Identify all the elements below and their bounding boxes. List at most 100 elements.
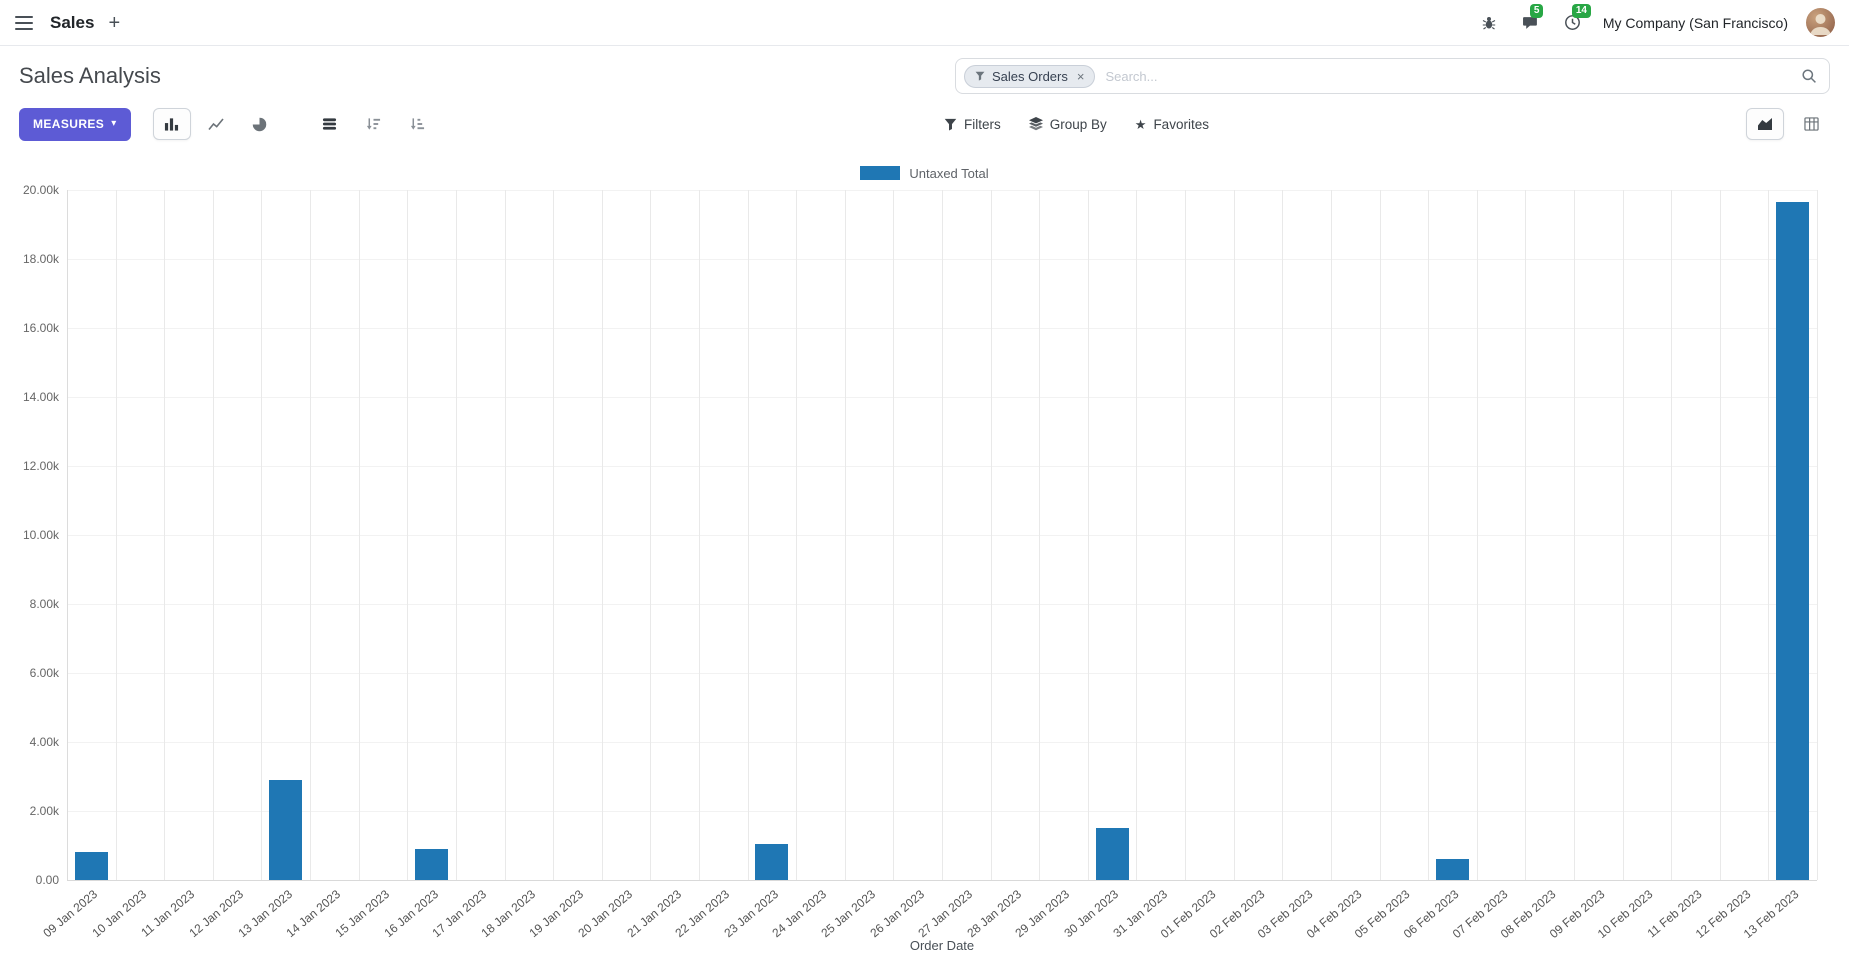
pie-chart-button[interactable] [241, 108, 279, 140]
favorites-label: Favorites [1153, 116, 1209, 132]
layers-icon [1028, 117, 1043, 131]
facet-label: Sales Orders [992, 68, 1068, 84]
bar-30-jan-2023[interactable] [1095, 828, 1129, 880]
y-tick-label: 12.00k [22, 459, 59, 473]
gridline-v [1476, 190, 1478, 880]
gridline-h [67, 880, 1817, 881]
sort-descending-button[interactable] [355, 108, 393, 140]
line-chart-button[interactable] [197, 108, 235, 140]
gridline-v [1185, 190, 1187, 880]
gridline-v [747, 190, 749, 880]
legend-swatch [860, 166, 901, 180]
page-title: Sales Analysis [19, 63, 161, 88]
gridline-v [1233, 190, 1235, 880]
gridline-v [893, 190, 895, 880]
bar-06-feb-2023[interactable] [1435, 858, 1469, 880]
bar-16-jan-2023[interactable] [415, 848, 449, 880]
control-panel: Sales Analysis Sales Orders × MEASURES ▾ [0, 46, 1849, 152]
top-navbar: Sales + 5 14 My Company (San Francisco) [0, 0, 1849, 46]
gridline-v [407, 190, 409, 880]
search-input[interactable] [1105, 68, 1791, 84]
gridline-v [504, 190, 506, 880]
gridline-v [455, 190, 457, 880]
gridline-v [1573, 190, 1575, 880]
gridline-v [1428, 190, 1430, 880]
y-tick-label: 8.00k [29, 597, 59, 611]
plus-icon[interactable]: + [108, 11, 121, 34]
stacked-icon [323, 118, 337, 130]
gridline-v [164, 190, 166, 880]
bar-13-jan-2023[interactable] [269, 779, 303, 880]
bar-09-jan-2023[interactable] [74, 852, 108, 880]
chevron-down-icon: ▾ [111, 118, 117, 129]
chart-body: 0.00 2.00k 4.00k 6.00k 8.00k 10.00k 12.00k 14.0… [19, 183, 1830, 958]
graph-view-button[interactable] [1746, 108, 1784, 140]
sort-ascending-icon [411, 118, 425, 130]
gridline-v [1671, 190, 1673, 880]
facet-remove-icon[interactable]: × [1076, 68, 1085, 84]
y-tick-label: 14.00k [22, 390, 59, 404]
bar-chart-button[interactable] [152, 108, 191, 140]
gridline-v [698, 190, 700, 880]
activities-badge: 14 [1571, 3, 1591, 18]
search-icon[interactable] [1801, 68, 1817, 84]
x-axis: 09 Jan 2023 10 Jan 2023 11 Jan 2023 12 Jan … [41, 882, 1817, 941]
gridline-v [650, 190, 652, 880]
company-switcher[interactable]: My Company (San Francisco) [1602, 14, 1788, 31]
y-tick-label: 4.00k [29, 735, 59, 749]
pivot-view-button[interactable] [1792, 108, 1830, 140]
apps-menu-icon[interactable] [12, 11, 36, 35]
gridline-v [1719, 190, 1721, 880]
y-tick-label: 6.00k [29, 666, 59, 680]
gridline-v [1039, 190, 1041, 880]
y-tick-label: 0.00 [35, 873, 59, 887]
gridline-v [553, 190, 555, 880]
search-facet[interactable]: Sales Orders × [964, 64, 1096, 88]
star-icon: ★ [1134, 116, 1147, 132]
x-axis-title: Order Date [909, 938, 975, 953]
plot-area: 09 Jan 2023 10 Jan 2023 11 Jan 2023 12 Jan … [41, 190, 1818, 958]
gridline-v [1768, 190, 1770, 880]
debug-bug-icon[interactable] [1477, 11, 1501, 35]
filters-button[interactable]: Filters [944, 117, 1001, 132]
avatar[interactable] [1806, 8, 1835, 37]
legend-item[interactable]: Untaxed Total [19, 156, 1830, 190]
gridline-v [310, 190, 312, 880]
search-bar[interactable]: Sales Orders × [955, 58, 1830, 94]
gridline-v [1379, 190, 1381, 880]
gridline-v [1087, 190, 1089, 880]
measures-button[interactable]: MEASURES ▾ [19, 107, 131, 141]
y-tick-label: 2.00k [29, 804, 59, 818]
stacked-toggle-button[interactable] [311, 108, 349, 140]
y-axis: 0.00 2.00k 4.00k 6.00k 8.00k 10.00k 12.00k 14.0… [19, 183, 67, 887]
app-name[interactable]: Sales [50, 12, 95, 32]
group-by-button[interactable]: Group By [1028, 116, 1107, 132]
filters-label: Filters [964, 116, 1001, 132]
view-switcher [1746, 108, 1830, 140]
navbar-right: 5 14 My Company (San Francisco) [1477, 3, 1835, 37]
messages-button[interactable]: 5 [1519, 3, 1544, 35]
navbar-left: Sales + [12, 11, 120, 35]
plot [67, 190, 1818, 881]
funnel-icon [944, 118, 957, 130]
person-icon [1810, 14, 1831, 35]
bar-13-feb-2023[interactable] [1776, 202, 1810, 880]
sort-descending-icon [367, 118, 381, 130]
area-chart-icon [1758, 118, 1772, 130]
gridline-v [990, 190, 992, 880]
bar-23-jan-2023[interactable] [755, 843, 789, 880]
gridline-v [212, 190, 214, 880]
gridline-v [1817, 190, 1818, 880]
favorites-button[interactable]: ★ Favorites [1135, 117, 1209, 132]
gridline-v [1330, 190, 1332, 880]
graph-view: Untaxed Total 0.00 2.00k 4.00k 6.00k 8.00k 10… [19, 156, 1830, 958]
y-tick-label: 10.00k [22, 528, 59, 542]
gridline-v [844, 190, 846, 880]
chart-type-group [152, 108, 437, 140]
filter-icon [975, 71, 985, 81]
gridline-v [261, 190, 263, 880]
group-by-label: Group By [1049, 116, 1107, 132]
activities-button[interactable]: 14 [1561, 3, 1591, 35]
gridline-v [1622, 190, 1624, 880]
sort-ascending-button[interactable] [399, 108, 437, 140]
